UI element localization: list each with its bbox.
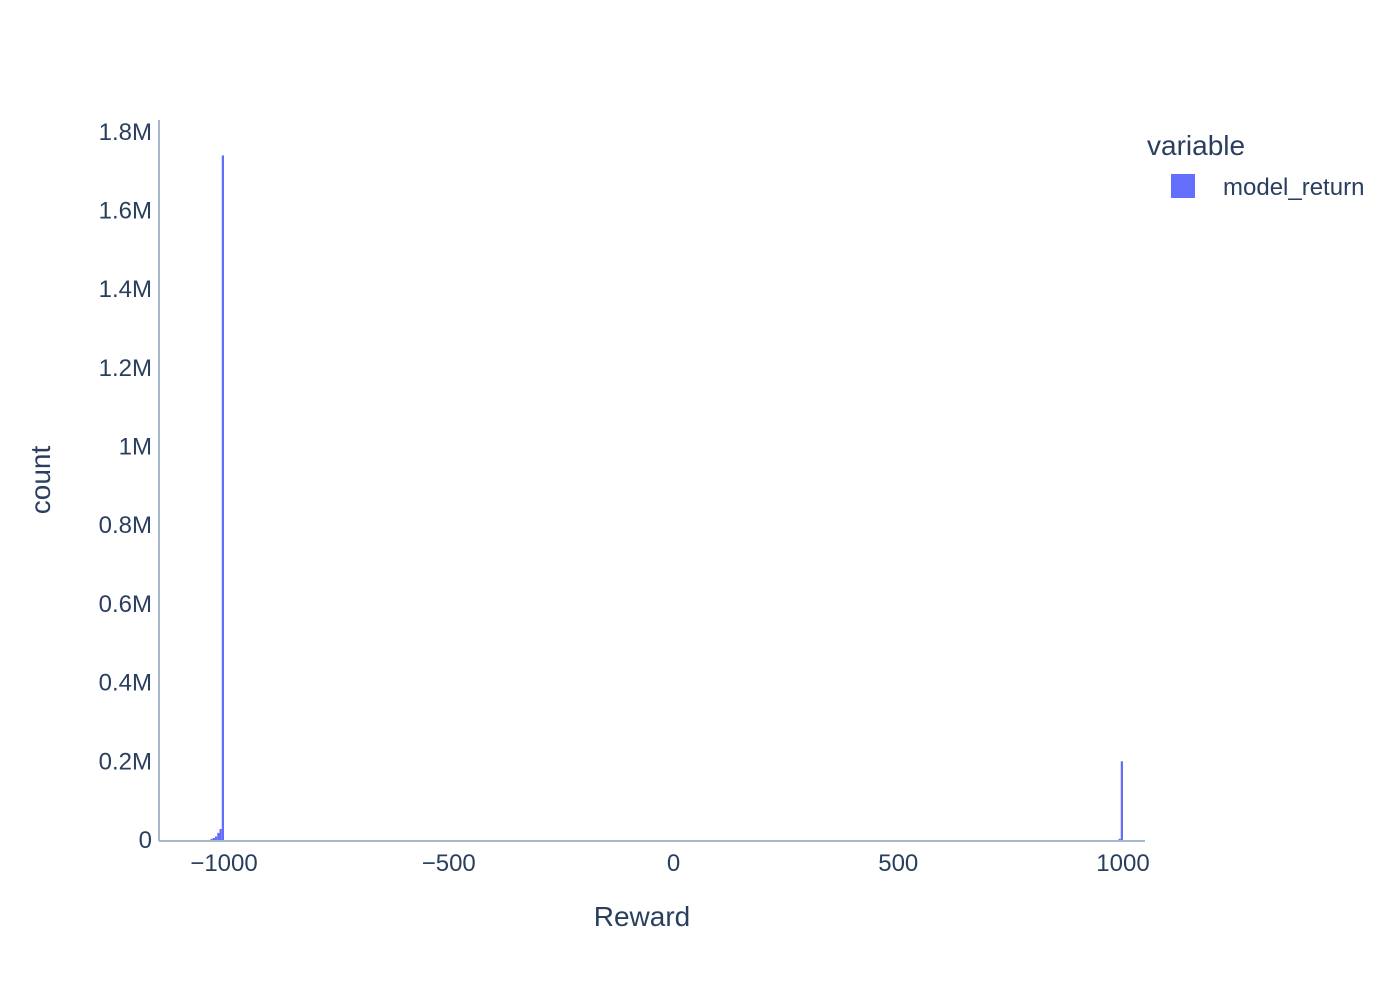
y-tick-label: 0.6M xyxy=(99,591,152,618)
y-tick-label: 0 xyxy=(139,827,152,854)
y-tick-label: 1.6M xyxy=(99,197,152,224)
histogram-bar[interactable] xyxy=(1118,838,1121,840)
y-axis-title: count xyxy=(25,446,56,515)
x-tick-label: −1000 xyxy=(190,850,257,877)
y-tick-label: 0.4M xyxy=(99,670,152,697)
x-tick-label: −500 xyxy=(422,850,476,877)
x-tick-label: 1000 xyxy=(1096,850,1149,877)
histogram-bar[interactable] xyxy=(215,836,218,840)
x-axis-title: Reward xyxy=(594,901,690,932)
histogram-bar[interactable] xyxy=(1120,761,1123,840)
x-tick-label: 0 xyxy=(667,850,680,877)
y-tick-label: 1.2M xyxy=(99,355,152,382)
histogram-bar[interactable] xyxy=(219,828,222,840)
y-tick-label: 0.8M xyxy=(99,512,152,539)
histogram-bar[interactable] xyxy=(212,838,216,840)
legend-title: variable xyxy=(1147,130,1245,161)
y-tick-label: 1M xyxy=(119,434,152,461)
x-tick-labels: −1000 −500 0 500 1000 xyxy=(190,850,1149,877)
y-tick-label: 1.4M xyxy=(99,276,152,303)
histogram-bars xyxy=(210,155,1123,840)
histogram-bar[interactable] xyxy=(221,155,224,840)
y-tick-label: 0.2M xyxy=(99,748,152,775)
legend-swatch xyxy=(1171,174,1195,198)
legend-label: model_return xyxy=(1223,174,1364,201)
y-tick-label: 1.8M xyxy=(99,119,152,146)
legend-item-model-return[interactable]: model_return xyxy=(1171,174,1364,201)
histogram-bar[interactable] xyxy=(210,838,213,840)
x-tick-label: 500 xyxy=(878,850,918,877)
legend: variable model_return xyxy=(1147,130,1364,201)
histogram-bar[interactable] xyxy=(217,832,220,840)
y-tick-labels: 0 0.2M 0.4M 0.6M 0.8M 1M 1.2M 1.4M 1.6M 1.8M xyxy=(99,119,152,854)
